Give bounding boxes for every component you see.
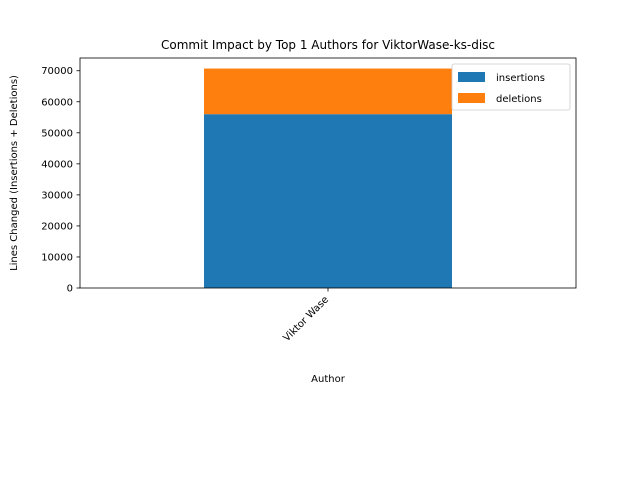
x-axis: Viktor Wase [281, 288, 331, 344]
x-axis-label: Author [311, 374, 346, 385]
bars-layer [204, 69, 452, 288]
legend-swatch-insertions [458, 72, 485, 82]
legend-label-deletions: deletions [496, 94, 542, 105]
legend: insertions deletions [452, 64, 570, 110]
y-tick-label: 30000 [41, 190, 73, 201]
chart-title: Commit Impact by Top 1 Authors for Vikto… [161, 38, 495, 52]
bar-deletions-0 [204, 69, 452, 115]
legend-swatch-deletions [458, 93, 485, 103]
y-axis: 0 10000 20000 30000 40000 50000 60000 70000 [41, 66, 80, 294]
y-tick-label: 20000 [41, 221, 73, 232]
y-tick-label: 40000 [41, 159, 73, 170]
bar-insertions-0 [204, 114, 452, 288]
y-tick-label: 50000 [41, 128, 73, 139]
y-tick-label: 0 [67, 284, 73, 295]
y-tick-label: 60000 [41, 97, 73, 108]
y-tick-label: 70000 [41, 66, 73, 77]
x-tick-label: Viktor Wase [281, 294, 331, 344]
y-tick-label: 10000 [41, 252, 73, 263]
y-axis-label: Lines Changed (Insertions + Deletions) [9, 75, 20, 271]
legend-label-insertions: insertions [496, 73, 545, 84]
